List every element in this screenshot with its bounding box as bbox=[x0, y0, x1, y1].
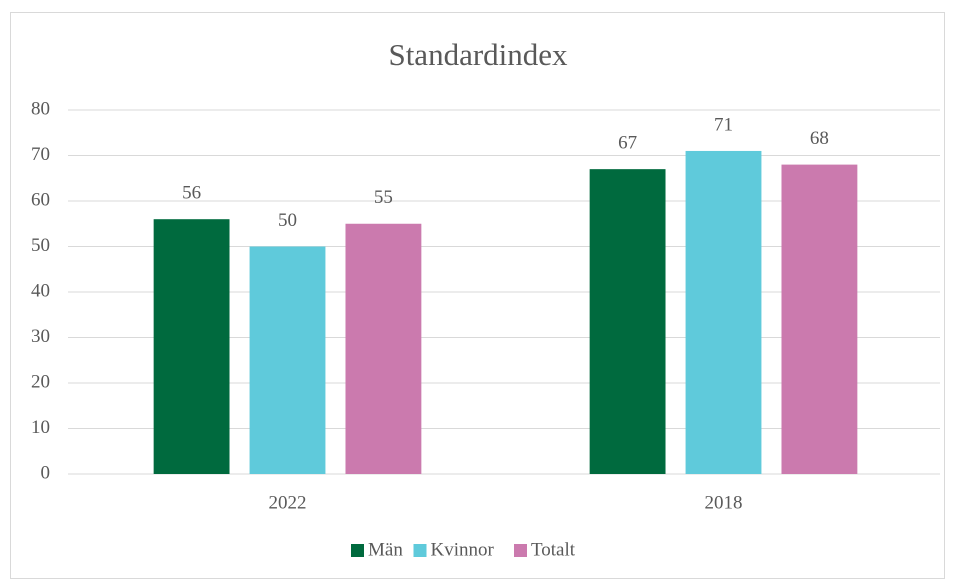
bar bbox=[781, 164, 858, 474]
bar bbox=[685, 150, 762, 474]
legend-label: Kvinnor bbox=[431, 539, 495, 560]
bar bbox=[345, 223, 422, 474]
data-label: 67 bbox=[618, 133, 637, 154]
y-tick-label: 20 bbox=[31, 371, 50, 392]
legend-swatch bbox=[351, 544, 364, 557]
y-tick-label: 80 bbox=[31, 98, 50, 119]
y-tick-label: 30 bbox=[31, 326, 50, 347]
data-label: 50 bbox=[278, 210, 297, 231]
data-label: 68 bbox=[810, 128, 829, 149]
legend-swatch bbox=[514, 544, 527, 557]
data-label: 56 bbox=[182, 183, 201, 204]
y-tick-label: 10 bbox=[31, 417, 50, 438]
x-tick-label: 2022 bbox=[269, 492, 307, 513]
data-label: 71 bbox=[714, 114, 733, 135]
y-tick-label: 70 bbox=[31, 144, 50, 165]
x-tick-label: 2018 bbox=[705, 492, 743, 513]
legend-label: Totalt bbox=[531, 539, 576, 560]
y-tick-label: 0 bbox=[41, 462, 51, 483]
y-tick-label: 50 bbox=[31, 235, 50, 256]
y-tick-label: 60 bbox=[31, 189, 50, 210]
y-tick-label: 40 bbox=[31, 280, 50, 301]
chart-title: Standardindex bbox=[388, 37, 568, 72]
legend-label: Män bbox=[368, 539, 403, 560]
legend-swatch bbox=[413, 544, 427, 557]
data-label: 55 bbox=[374, 187, 393, 208]
bar bbox=[153, 219, 230, 474]
bar bbox=[249, 246, 326, 474]
bar bbox=[589, 169, 666, 474]
